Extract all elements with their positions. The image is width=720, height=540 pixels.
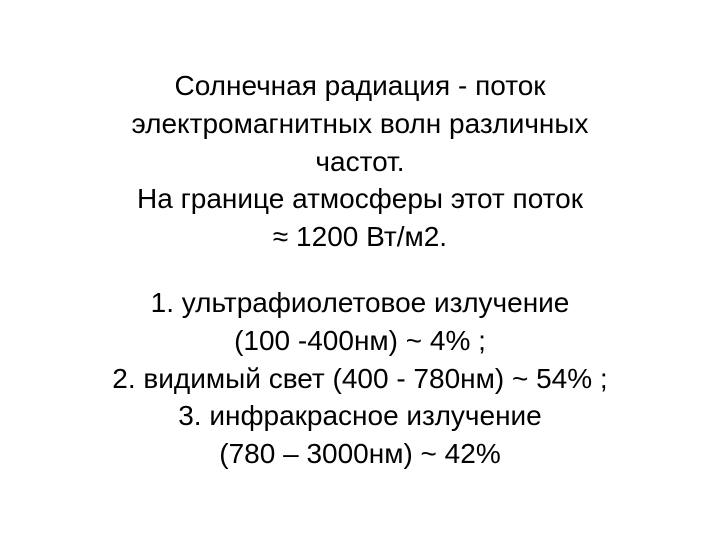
list-line-5: (780 – 3000нм) ~ 42%: [40, 435, 680, 473]
intro-line-3: частот.: [40, 143, 680, 181]
intro-line-5: ≈ 1200 Вт/м2.: [40, 218, 680, 256]
spacer: [40, 256, 680, 284]
list-line-3: 2. видимый свет (400 - 780нм) ~ 54% ;: [40, 360, 680, 398]
intro-line-4: На границе атмосферы этот поток: [40, 180, 680, 218]
list-line-4: 3. инфракрасное излучение: [40, 397, 680, 435]
intro-line-2: электромагнитных волн различных: [40, 105, 680, 143]
slide-content: Солнечная радиация - поток электромагнит…: [0, 47, 720, 493]
list-line-2: (100 -400нм) ~ 4% ;: [40, 322, 680, 360]
list-line-1: 1. ультрафиолетовое излучение: [40, 284, 680, 322]
intro-line-1: Солнечная радиация - поток: [40, 67, 680, 105]
